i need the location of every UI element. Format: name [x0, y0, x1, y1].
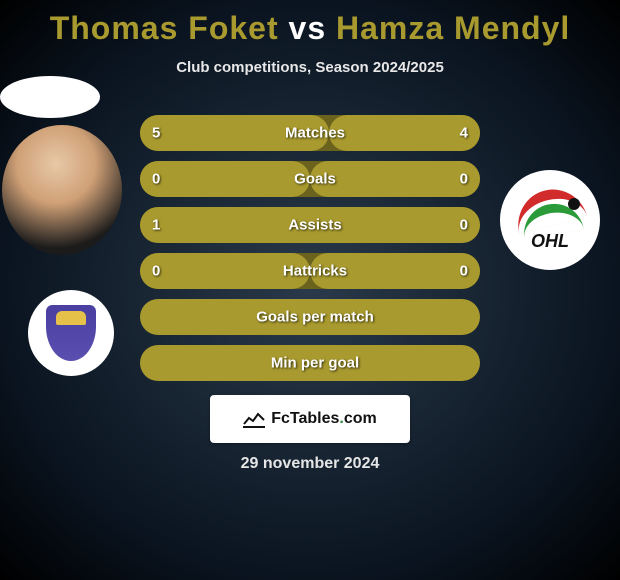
stat-value-left: 0 — [152, 171, 160, 188]
stat-label: Goals — [294, 171, 336, 188]
stat-bar-right — [329, 115, 480, 151]
stat-label: Min per goal — [271, 355, 359, 372]
stat-row: Min per goal — [0, 345, 620, 381]
stat-row: Matches 5 4 — [0, 115, 620, 151]
stat-label: Matches — [285, 125, 345, 142]
stat-row: Goals 0 0 — [0, 161, 620, 197]
stat-label: Assists — [288, 217, 341, 234]
subtitle: Club competitions, Season 2024/2025 — [0, 59, 620, 76]
source-badge: FcTables.com — [210, 395, 410, 443]
stat-value-right: 0 — [460, 263, 468, 280]
stat-label: Hattricks — [283, 263, 347, 280]
stat-row: Hattricks 0 0 — [0, 253, 620, 289]
stat-value-right: 0 — [460, 217, 468, 234]
stat-row: Assists 1 0 — [0, 207, 620, 243]
chart-icon — [243, 410, 265, 428]
source-text: FcTables.com — [271, 410, 377, 428]
player2-placeholder-icon — [0, 76, 100, 118]
vs-separator: vs — [289, 10, 327, 46]
stat-bar-left — [140, 161, 310, 197]
stat-value-left: 1 — [152, 217, 160, 234]
stat-value-left: 0 — [152, 263, 160, 280]
player1-name: Thomas Foket — [50, 10, 279, 46]
stats-area: Matches54Goals00Assists10Hattricks00Goal… — [0, 115, 620, 391]
date-label: 29 november 2024 — [241, 455, 380, 473]
stat-label: Goals per match — [256, 309, 374, 326]
stat-value-right: 4 — [460, 125, 468, 142]
comparison-card: Thomas Foket vs Hamza Mendyl Club compet… — [0, 0, 620, 580]
player2-name: Hamza Mendyl — [336, 10, 570, 46]
stat-row: Goals per match — [0, 299, 620, 335]
source-suffix: com — [344, 410, 377, 427]
page-title: Thomas Foket vs Hamza Mendyl — [0, 0, 620, 47]
stat-value-right: 0 — [460, 171, 468, 188]
source-prefix: FcTables — [271, 410, 339, 427]
stat-value-left: 5 — [152, 125, 160, 142]
